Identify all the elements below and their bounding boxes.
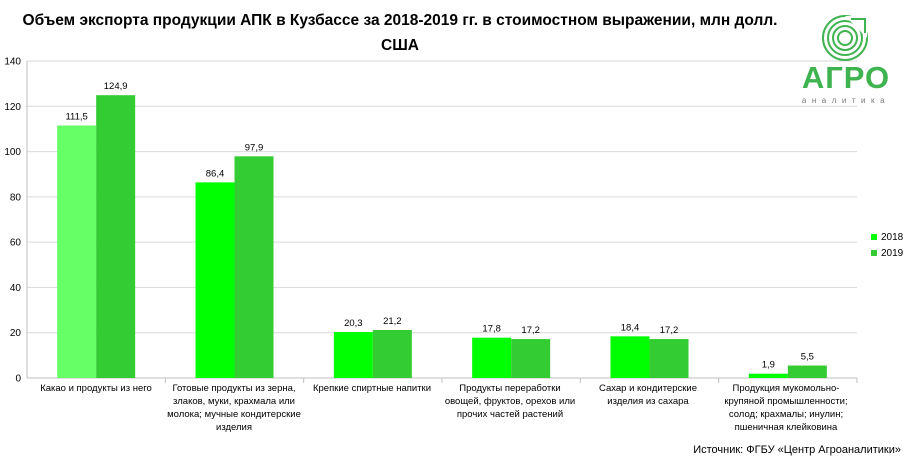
bar-2019-2	[372, 329, 412, 378]
data-label-2018-1: 86,4	[206, 168, 225, 179]
y-tick-label: 140	[4, 57, 21, 68]
gridlines	[27, 60, 857, 334]
bar-2018-0	[57, 125, 97, 379]
y-tick-label: 60	[10, 238, 22, 249]
data-label-2019-0: 124,9	[104, 81, 128, 92]
data-label-2018-3: 17,8	[482, 324, 501, 335]
logo-word: АГРО	[801, 60, 891, 95]
legend: 2018 2019	[871, 229, 903, 261]
category-label-sugar: Сахар и кондитерские изделия из сахара	[599, 383, 697, 407]
data-label-2019-2: 21,2	[383, 316, 402, 327]
bars	[57, 95, 827, 379]
bar-2018-4	[610, 336, 650, 378]
bar-2019-4	[649, 339, 689, 378]
bar-2019-0	[96, 95, 136, 379]
data-label-2019-5: 5,5	[801, 352, 814, 363]
data-label-2019-4: 17,2	[660, 325, 679, 336]
y-tick-label: 0	[15, 374, 21, 385]
source-note: Источник: ФГБУ «Центр Агроаналитики»	[693, 444, 901, 456]
category-label-milling-products: Продукция мукомольно-крупяной промышленн…	[724, 383, 848, 433]
data-label-2018-5: 1,9	[762, 360, 775, 371]
legend-label-2019: 2019	[881, 247, 904, 259]
legend-label-2018: 2018	[881, 231, 904, 243]
y-tick-label: 100	[4, 147, 21, 158]
data-label-2019-3: 17,2	[521, 325, 540, 336]
bar-2019-1	[234, 156, 274, 378]
bar-2018-1	[195, 182, 235, 378]
data-label-2019-1: 97,9	[245, 142, 264, 153]
bar-2018-2	[333, 332, 373, 378]
bar-2018-5	[748, 373, 788, 378]
agro-analytics-logo-icon	[822, 15, 868, 61]
bar-2019-5	[787, 365, 827, 378]
legend-swatch-2018	[871, 234, 877, 240]
data-labels: 111,5 124,9 86,4 97,9 20,3 21,2 17,8 17,2 18,4 17…	[65, 81, 813, 371]
legend-item-2018: 2018	[871, 229, 903, 245]
category-label-spirits: Крепкие спиртные напитки	[312, 383, 432, 394]
data-label-2018-4: 18,4	[621, 322, 640, 333]
y-tick-label: 20	[10, 328, 22, 339]
data-label-2018-2: 20,3	[344, 318, 363, 329]
legend-item-2019: 2019	[871, 245, 903, 261]
data-label-2018-0: 111,5	[65, 112, 87, 123]
bar-2018-3	[472, 337, 512, 378]
category-label-cereal-products: Готовые продукты из зерна, злаков, муки,…	[167, 383, 301, 433]
axes: 0 20 40 60 80 100 120 140	[4, 57, 858, 385]
bar-2019-3	[511, 339, 551, 378]
category-label-cocoa: Какао и продукты из него	[40, 383, 152, 394]
y-tick-label: 80	[10, 192, 22, 203]
y-tick-label: 40	[10, 283, 22, 294]
category-label-processed-vegetables: Продукты переработки овощей, фруктов, ор…	[444, 383, 576, 420]
legend-swatch-2019	[871, 250, 877, 256]
chart-title: Объем экспорта продукции АПК в Кузбассе …	[22, 12, 778, 54]
logo-subtitle: аналитика	[801, 96, 891, 105]
y-tick-label: 120	[4, 102, 21, 113]
